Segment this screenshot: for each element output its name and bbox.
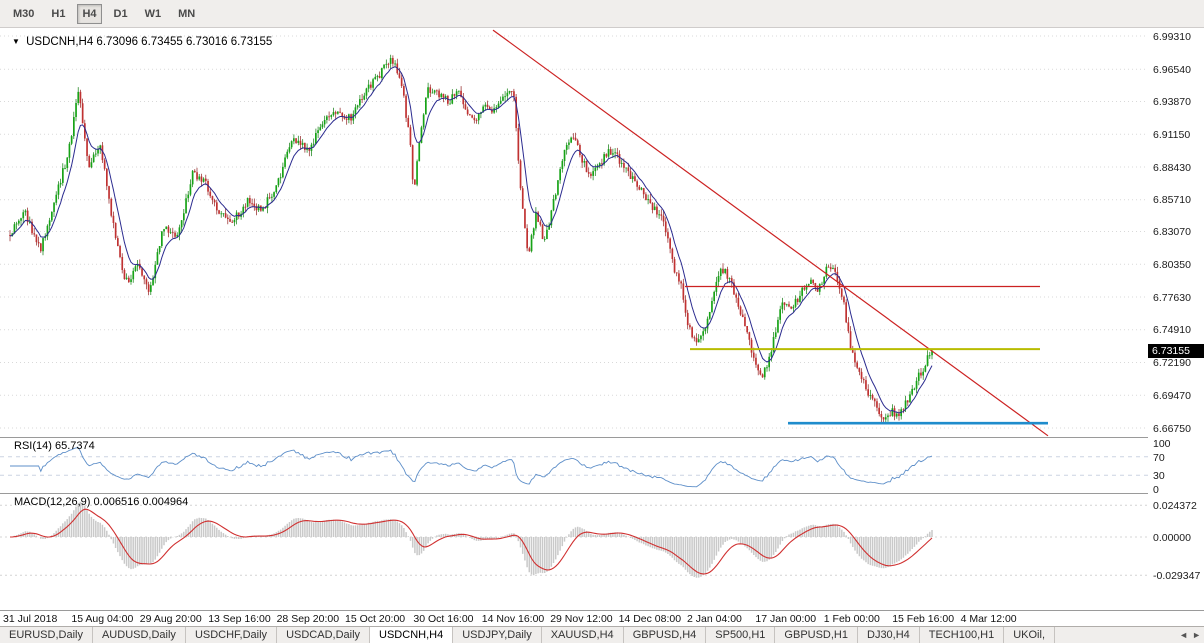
timeframe-button-h4[interactable]: H4: [77, 3, 102, 24]
tab-gbpusd-h4[interactable]: GBPUSD,H4: [624, 627, 707, 643]
time-axis-label: 17 Jan 00:00: [755, 613, 817, 625]
tab-dj30-h4[interactable]: DJ30,H4: [858, 627, 920, 643]
time-axis-label: 31 Jul 2018: [3, 613, 58, 625]
time-axis-label: 15 Oct 20:00: [345, 613, 406, 625]
tab-usdcad-daily[interactable]: USDCAD,Daily: [277, 627, 371, 643]
tab-eurusd-daily[interactable]: EURUSD,Daily: [0, 627, 93, 643]
macd-level-label: 0.024372: [1153, 500, 1197, 513]
time-axis-label: 1 Feb 00:00: [823, 613, 880, 625]
price-axis-label: 6.85710: [1153, 194, 1191, 207]
timeframe-toolbar: M30 H1 H4 D1 W1 MN: [0, 0, 1204, 28]
price-chart-canvas[interactable]: [0, 28, 1204, 437]
price-axis-label: 6.83070: [1153, 226, 1191, 238]
time-axis-label: 14 Dec 08:00: [618, 613, 682, 625]
time-axis-label: 14 Nov 16:00: [481, 613, 545, 625]
time-axis-label: 13 Sep 16:00: [208, 613, 271, 625]
macd-panel-canvas[interactable]: [0, 493, 1204, 610]
rsi-indicator-label: RSI(14) 65.7374: [14, 440, 95, 452]
tab-ukoil[interactable]: UKOil,: [1004, 627, 1055, 643]
price-axis-label: 6.77630: [1153, 291, 1191, 304]
time-axis-label: 4 Mar 12:00: [960, 613, 1017, 625]
time-axis-label: 15 Aug 04:00: [71, 613, 134, 625]
price-axis-label: 6.66750: [1153, 422, 1191, 435]
price-axis-label: 6.80350: [1153, 258, 1191, 271]
timeframe-button-m30[interactable]: M30: [13, 7, 35, 20]
price-axis-label: 6.93870: [1153, 96, 1191, 108]
price-axis-label: 6.72190: [1153, 357, 1191, 369]
time-axis-label: 30 Oct 16:00: [413, 613, 474, 625]
time-axis-label: 29 Nov 12:00: [550, 613, 613, 625]
macd-level-label: -0.029347: [1153, 570, 1201, 583]
price-axis-label: 6.91150: [1153, 128, 1191, 141]
rsi-level-label: 70: [1153, 451, 1165, 464]
time-axis-label: 29 Aug 20:00: [139, 613, 202, 625]
time-axis-label: 15 Feb 16:00: [892, 613, 955, 625]
tab-navigation: ◄ ►: [1176, 627, 1204, 643]
panel-separator[interactable]: [0, 437, 1204, 438]
price-axis-label: 6.74910: [1153, 324, 1191, 337]
panel-separator[interactable]: [0, 493, 1204, 494]
tab-usdcnh-h4[interactable]: USDCNH,H4: [370, 627, 454, 643]
chart-title: ▼ USDCNH,H4 6.73096 6.73455 6.73016 6.73…: [12, 36, 272, 48]
tab-gbpusd-h1[interactable]: GBPUSD,H1: [775, 627, 858, 643]
tab-audusd-daily[interactable]: AUDUSD,Daily: [93, 627, 186, 643]
tab-usdchf-daily[interactable]: USDCHF,Daily: [186, 627, 278, 643]
price-axis-label: 6.88430: [1153, 161, 1191, 174]
tab-tech100-h1[interactable]: TECH100,H1: [920, 627, 1005, 643]
price-axis-label: 6.69470: [1153, 389, 1191, 402]
tab-usdjpy-daily[interactable]: USDJPY,Daily: [453, 627, 542, 643]
timeframe-button-h1[interactable]: H1: [51, 7, 66, 20]
rsi-level-label: 0: [1153, 484, 1159, 496]
symbol-tabs: EURUSD,Daily AUDUSD,Daily USDCHF,Daily USDC…: [0, 626, 1204, 643]
macd-indicator-label: MACD(12,26,9) 0.006516 0.004964: [14, 496, 189, 508]
tab-next-icon[interactable]: ►: [1192, 630, 1201, 640]
macd-level-label: 0.00000: [1153, 532, 1191, 544]
timeframe-button-mn[interactable]: MN: [178, 7, 196, 20]
timeframe-button-w1[interactable]: W1: [144, 7, 162, 20]
chart-symbol: USDCNH,H4: [26, 36, 94, 48]
price-axis[interactable]: 6.99310 6.96540 6.93870 6.91150 6.88430 6.857…: [1148, 28, 1204, 610]
time-axis-label: 28 Sep 20:00: [276, 613, 340, 625]
price-axis-label: 6.96540: [1153, 63, 1191, 76]
timeframe-button-d1[interactable]: D1: [113, 7, 128, 20]
tab-sp500-h1[interactable]: SP500,H1: [706, 627, 776, 643]
time-axis[interactable]: 31 Jul 2018 15 Aug 04:00 29 Aug 20:00 13 Se…: [0, 610, 1204, 626]
time-axis-label: 2 Jan 04:00: [687, 613, 742, 625]
chart-ohlc: 6.73096 6.73455 6.73016 6.73155: [96, 36, 273, 48]
tab-prev-icon[interactable]: ◄: [1179, 630, 1189, 640]
current-price-badge: 6.73155: [1148, 343, 1204, 358]
rsi-panel-canvas[interactable]: [0, 437, 1204, 493]
rsi-level-label: 100: [1153, 438, 1171, 450]
tab-xauusd-h4[interactable]: XAUUSD,H4: [542, 627, 624, 643]
symbol-dropdown-icon[interactable]: ▼: [12, 37, 20, 46]
price-axis-label: 6.99310: [1153, 30, 1191, 43]
rsi-level-label: 30: [1153, 470, 1165, 483]
